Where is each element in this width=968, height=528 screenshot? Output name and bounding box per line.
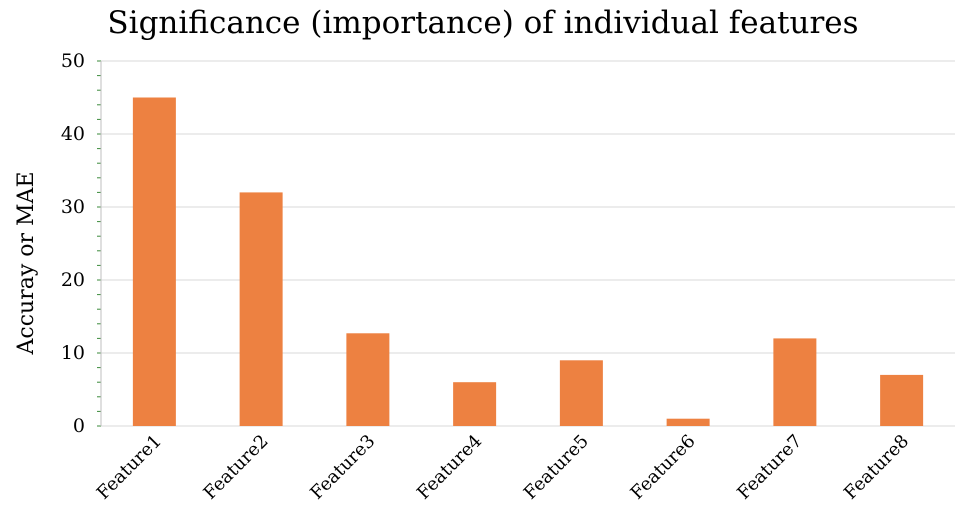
bar-feature6 [666,418,710,426]
x-tick-label: Feature1 [93,431,166,504]
y-axis-minor-ticks [97,60,101,427]
bar-feature5 [559,360,603,426]
x-tick-label: Feature5 [520,431,593,504]
bar-feature4 [453,382,497,426]
x-tick-label: Feature3 [306,431,379,504]
x-tick-label: Feature4 [413,431,486,504]
y-tick-label: 10 [61,342,85,364]
y-tick-label: 30 [61,196,85,218]
gridlines [101,60,955,427]
y-tick-label: 20 [61,269,85,291]
bar-feature8 [880,374,924,426]
bar-feature7 [773,338,817,426]
y-tick-label: 50 [61,50,85,72]
x-tick-label: Feature7 [733,431,806,504]
y-tick-label: 40 [61,123,85,145]
bar-feature3 [346,333,390,426]
bar-feature2 [239,192,283,426]
y-tick-label: 0 [73,415,85,437]
y-tick-labels: 0 10 20 30 40 50 [61,50,85,437]
chart-title: Significance (importance) of individual … [107,5,858,41]
bar-feature1 [132,97,176,426]
x-tick-label: Feature8 [840,431,913,504]
y-axis-label: Accuray or MAE [14,172,39,356]
x-tick-labels: Feature1 Feature2 Feature3 Feature4 Feature5… [93,431,913,504]
x-tick-label: Feature2 [200,431,273,504]
bars [132,97,924,426]
x-tick-label: Feature6 [627,431,700,504]
